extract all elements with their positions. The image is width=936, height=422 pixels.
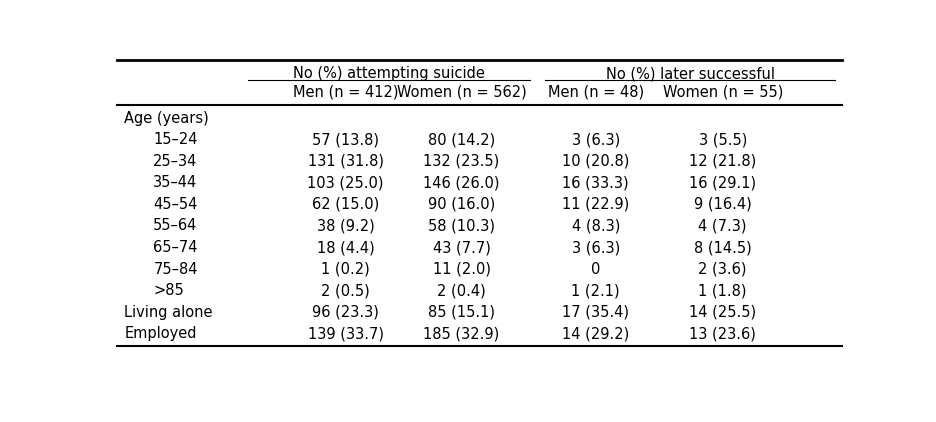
Text: 65–74: 65–74	[154, 240, 197, 255]
Text: 80 (14.2): 80 (14.2)	[428, 132, 495, 147]
Text: Women (n = 55): Women (n = 55)	[663, 84, 782, 99]
Text: 11 (2.0): 11 (2.0)	[432, 262, 490, 277]
Text: 96 (23.3): 96 (23.3)	[312, 305, 379, 320]
Text: 3 (6.3): 3 (6.3)	[572, 132, 620, 147]
Text: 185 (32.9): 185 (32.9)	[423, 326, 500, 341]
Text: 1 (0.2): 1 (0.2)	[321, 262, 370, 277]
Text: 4 (7.3): 4 (7.3)	[698, 219, 747, 233]
Text: 57 (13.8): 57 (13.8)	[312, 132, 379, 147]
Text: 17 (35.4): 17 (35.4)	[563, 305, 629, 320]
Text: 3 (5.5): 3 (5.5)	[698, 132, 747, 147]
Text: 16 (33.3): 16 (33.3)	[563, 175, 629, 190]
Text: Employed: Employed	[124, 326, 197, 341]
Text: 0: 0	[591, 262, 601, 277]
Text: No (%) attempting suicide: No (%) attempting suicide	[293, 66, 485, 81]
Text: 9 (16.4): 9 (16.4)	[694, 197, 752, 212]
Text: Men (n = 412): Men (n = 412)	[293, 84, 398, 99]
Text: 139 (33.7): 139 (33.7)	[308, 326, 384, 341]
Text: 11 (22.9): 11 (22.9)	[563, 197, 629, 212]
Text: 15–24: 15–24	[154, 132, 197, 147]
Text: Women (n = 562): Women (n = 562)	[397, 84, 526, 99]
Text: 75–84: 75–84	[154, 262, 197, 277]
Text: 1 (1.8): 1 (1.8)	[698, 283, 747, 298]
Text: 62 (15.0): 62 (15.0)	[312, 197, 379, 212]
Text: 43 (7.7): 43 (7.7)	[432, 240, 490, 255]
Text: No (%) later successful: No (%) later successful	[606, 66, 775, 81]
Text: 14 (25.5): 14 (25.5)	[689, 305, 756, 320]
Text: 16 (29.1): 16 (29.1)	[689, 175, 756, 190]
Text: 10 (20.8): 10 (20.8)	[563, 154, 629, 169]
Text: 146 (26.0): 146 (26.0)	[423, 175, 500, 190]
Text: 85 (15.1): 85 (15.1)	[428, 305, 495, 320]
Text: Age (years): Age (years)	[124, 111, 209, 125]
Text: 90 (16.0): 90 (16.0)	[428, 197, 495, 212]
Text: 3 (6.3): 3 (6.3)	[572, 240, 620, 255]
Text: 38 (9.2): 38 (9.2)	[316, 219, 374, 233]
Text: Living alone: Living alone	[124, 305, 212, 320]
Text: 2 (3.6): 2 (3.6)	[698, 262, 747, 277]
Text: 8 (14.5): 8 (14.5)	[694, 240, 752, 255]
Text: 18 (4.4): 18 (4.4)	[316, 240, 374, 255]
Text: 131 (31.8): 131 (31.8)	[308, 154, 384, 169]
Text: 13 (23.6): 13 (23.6)	[689, 326, 756, 341]
Text: 55–64: 55–64	[154, 219, 197, 233]
Text: 45–54: 45–54	[154, 197, 197, 212]
Text: Men (n = 48): Men (n = 48)	[548, 84, 644, 99]
Text: 2 (0.4): 2 (0.4)	[437, 283, 486, 298]
Text: 35–44: 35–44	[154, 175, 197, 190]
Text: 2 (0.5): 2 (0.5)	[321, 283, 370, 298]
Text: 103 (25.0): 103 (25.0)	[307, 175, 384, 190]
Text: 1 (2.1): 1 (2.1)	[572, 283, 620, 298]
Text: >85: >85	[154, 283, 184, 298]
Text: 12 (21.8): 12 (21.8)	[689, 154, 756, 169]
Text: 132 (23.5): 132 (23.5)	[423, 154, 500, 169]
Text: 25–34: 25–34	[154, 154, 197, 169]
Text: 14 (29.2): 14 (29.2)	[563, 326, 629, 341]
Text: 4 (8.3): 4 (8.3)	[572, 219, 620, 233]
Text: 58 (10.3): 58 (10.3)	[428, 219, 495, 233]
